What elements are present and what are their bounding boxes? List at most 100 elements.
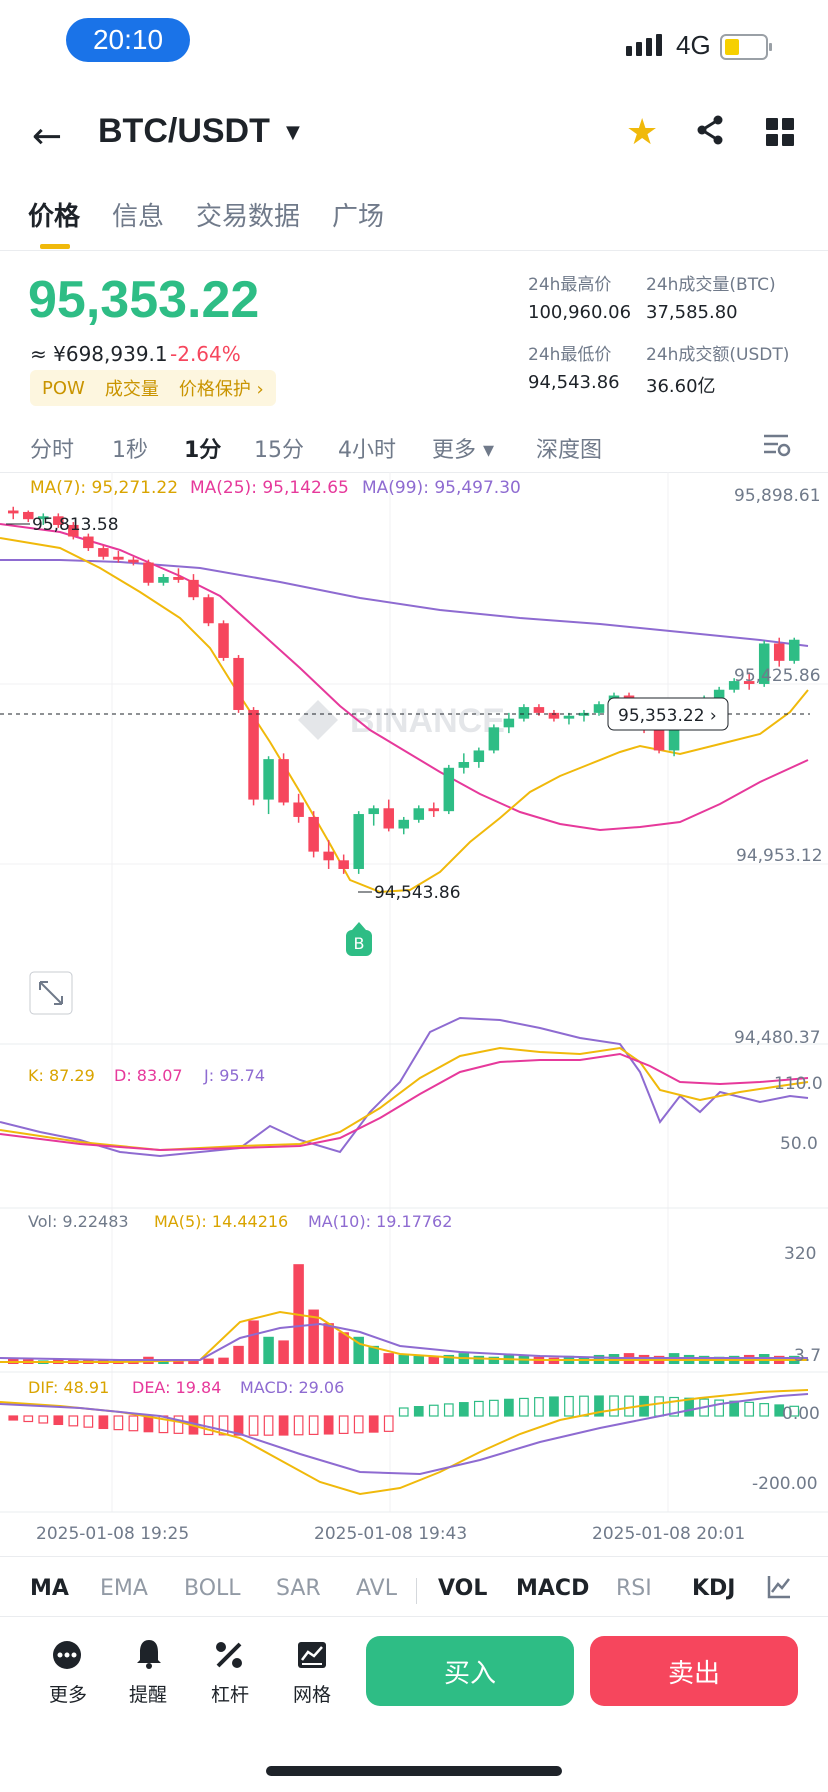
volume-bars	[8, 1264, 800, 1364]
vol-ma5-line	[0, 1310, 808, 1363]
candle-body	[773, 643, 785, 661]
tab-trading-data[interactable]: 交易数据	[196, 202, 301, 232]
interval-1m[interactable]: 1分	[184, 438, 222, 463]
interval-timeline[interactable]: 分时	[30, 438, 75, 463]
indicator-ma[interactable]: MA	[30, 1576, 69, 1601]
macd-bar	[684, 1397, 694, 1417]
volume-bar	[203, 1358, 214, 1364]
current-price-tag-box[interactable]	[607, 697, 729, 731]
candle-body	[443, 767, 455, 812]
macd-bar	[428, 1404, 439, 1417]
pair-title[interactable]: BTC/USDT	[98, 112, 270, 150]
candle-body	[83, 536, 94, 549]
buy-marker[interactable]: B	[346, 922, 372, 956]
volume-bar	[278, 1340, 289, 1364]
macd-bar	[744, 1401, 755, 1417]
stat-vol-usdt-label: 24h成交额(USDT)	[646, 345, 790, 365]
candle-body	[368, 808, 379, 815]
expand-icon[interactable]	[29, 971, 73, 1015]
watermark-text: BINANCE	[350, 702, 505, 740]
indicator-boll[interactable]: BOLL	[184, 1576, 241, 1601]
macd-dea-legend: DEA: 19.84	[132, 1378, 222, 1397]
home-indicator[interactable]	[266, 1766, 562, 1776]
y-tick: 95,898.61	[734, 486, 821, 506]
indicator-kdj[interactable]: KDJ	[692, 1576, 736, 1601]
candle-body	[383, 808, 394, 829]
alert-label[interactable]: 提醒	[128, 1684, 167, 1706]
stat-low: 94,543.86	[528, 372, 620, 393]
macd-bar	[609, 1395, 619, 1417]
back-arrow-icon[interactable]: ←	[32, 116, 63, 157]
macd-bar	[564, 1395, 574, 1417]
tab-price[interactable]: 价格	[28, 202, 81, 232]
last-price: 95,353.22	[28, 271, 260, 329]
high-marker: 95,813.58	[32, 515, 119, 535]
interval-15m[interactable]: 15分	[254, 438, 304, 463]
tag-price-protect[interactable]: 价格保护 ›	[178, 379, 264, 400]
grid-trading-icon[interactable]	[296, 1640, 328, 1670]
macd-bar	[579, 1395, 589, 1417]
chart-settings-icon[interactable]	[762, 432, 792, 458]
buy-button[interactable]: 买入	[366, 1636, 574, 1706]
candle-body	[218, 623, 229, 658]
volume-bar	[368, 1345, 379, 1364]
kline-chart[interactable]: BINANCE 95,813.58 94,543.86 B 95,353.22 …	[0, 472, 828, 1552]
candlesticks	[8, 506, 800, 874]
macd-bar	[98, 1415, 109, 1430]
ma25-legend: MA(25): 95,142.65	[190, 478, 349, 498]
network-label: 4G	[676, 30, 711, 60]
indicator-sar[interactable]: SAR	[276, 1576, 321, 1601]
interval-1s[interactable]: 1秒	[112, 438, 148, 463]
tab-info[interactable]: 信息	[112, 202, 165, 232]
stat-vol-btc: 37,585.80	[646, 302, 738, 323]
stat-high: 100,960.06	[528, 302, 632, 323]
indicator-avl[interactable]: AVL	[356, 1576, 397, 1601]
macd-bar	[624, 1395, 634, 1417]
candle-body	[563, 715, 575, 719]
macd-bar	[353, 1415, 364, 1434]
share-icon[interactable]	[694, 114, 726, 146]
more-icon[interactable]	[52, 1640, 82, 1670]
candle-body	[173, 576, 184, 580]
macd-bar	[53, 1415, 64, 1426]
ma25-line	[0, 523, 809, 832]
layout-grid-icon[interactable]	[766, 118, 794, 146]
leverage-icon[interactable]	[214, 1640, 244, 1670]
divider	[0, 472, 828, 473]
macd-bar	[534, 1397, 544, 1417]
interval-4h[interactable]: 4小时	[338, 438, 396, 463]
chevron-down-icon[interactable]: ▼	[286, 122, 300, 143]
interval-more[interactable]: 更多 ▾	[432, 438, 495, 463]
indicator-macd[interactable]: MACD	[516, 1576, 590, 1601]
favorite-star-icon[interactable]: ★	[626, 112, 659, 153]
sell-button[interactable]: 卖出	[590, 1636, 798, 1706]
price-change: -2.64%	[170, 342, 241, 366]
vol-tick: 320	[784, 1244, 817, 1264]
status-time: 20:10	[66, 18, 190, 62]
bell-icon[interactable]	[134, 1638, 164, 1670]
volume-bar	[383, 1353, 394, 1364]
candle-body	[113, 556, 124, 560]
macd-bar	[263, 1415, 274, 1436]
macd-dif-line	[0, 1389, 809, 1496]
interval-depth[interactable]: 深度图	[536, 438, 603, 463]
buy-marker-label: B	[354, 934, 365, 953]
grid-label[interactable]: 网格	[292, 1684, 331, 1706]
tag-volume[interactable]: 成交量	[104, 379, 159, 400]
candle-body	[488, 727, 500, 751]
leverage-label[interactable]: 杠杆	[210, 1684, 249, 1706]
tab-square[interactable]: 广场	[332, 202, 385, 232]
macd-bar	[669, 1396, 679, 1417]
candle-body	[248, 709, 259, 800]
kdj-d-line	[0, 1052, 809, 1152]
indicator-ema[interactable]: EMA	[100, 1576, 148, 1601]
more-label[interactable]: 更多	[48, 1684, 87, 1706]
macd-bar	[143, 1415, 154, 1433]
kdj-tick: 110.0	[774, 1074, 823, 1094]
indicator-vol[interactable]: VOL	[438, 1576, 488, 1601]
indicator-settings-icon[interactable]	[766, 1574, 792, 1600]
divider	[0, 1556, 828, 1557]
price-cny: ≈ ¥698,939.1	[30, 342, 168, 366]
indicator-rsi[interactable]: RSI	[616, 1576, 652, 1601]
tag-pow[interactable]: POW	[42, 377, 85, 399]
